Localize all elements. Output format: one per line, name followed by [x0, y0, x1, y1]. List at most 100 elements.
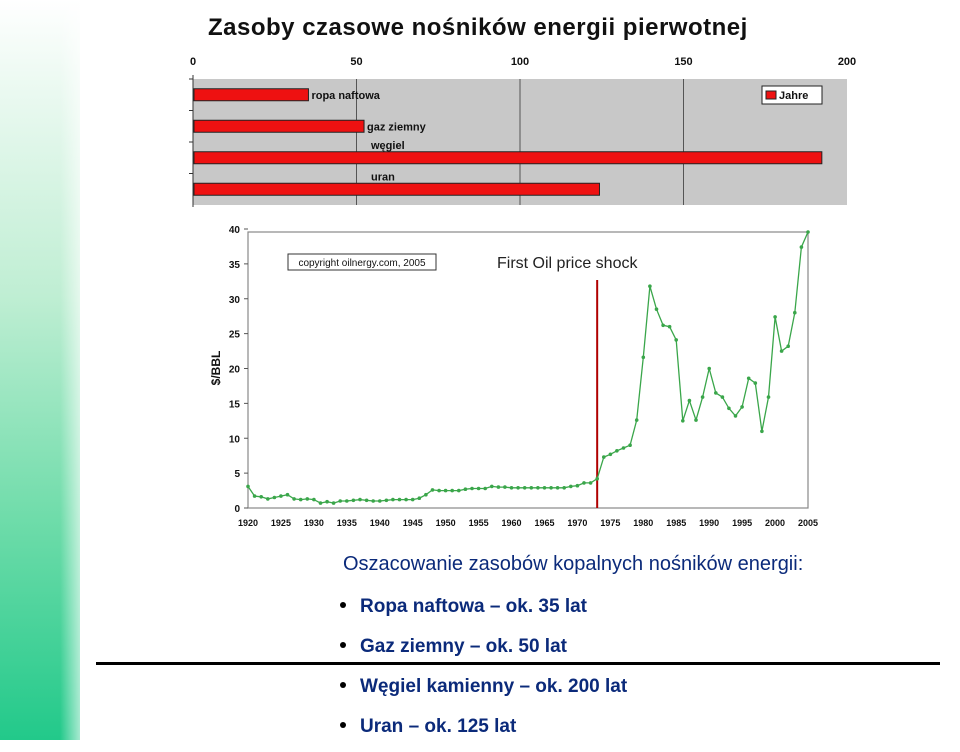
data-point [766, 395, 771, 399]
x-tick-label: 1960 [502, 518, 522, 528]
data-point [694, 418, 698, 422]
bar [193, 119, 365, 133]
bullet-text: Uran – ok. 125 lat [360, 716, 517, 737]
x-tick-label: 1980 [633, 518, 653, 528]
x-tick-label: 1935 [337, 518, 357, 528]
y-tick-label: 25 [229, 330, 241, 341]
data-point [476, 486, 481, 491]
data-point [331, 501, 336, 505]
list-item: Ropa naftowa – ok. 35 lat [340, 592, 627, 632]
x-tick-label: 1925 [271, 518, 291, 528]
data-point [397, 497, 402, 502]
bullet-list: Ropa naftowa – ok. 35 lat Gaz ziemny – o… [340, 592, 627, 752]
data-point [648, 284, 652, 288]
x-tick-label: 1975 [600, 518, 620, 528]
legend-label: Jahre [779, 90, 808, 102]
data-point [746, 376, 751, 381]
data-point [391, 497, 395, 502]
data-point [430, 488, 435, 492]
data-point [410, 497, 415, 502]
bar [193, 88, 309, 102]
data-point [555, 486, 560, 490]
data-point [549, 486, 553, 490]
data-point [740, 405, 744, 409]
y-axis-label: $/BBL [209, 351, 223, 386]
x-tick-label: 1940 [370, 518, 390, 528]
x-tick-label: 50 [350, 56, 362, 68]
data-point [252, 494, 257, 498]
x-tick-label: 100 [511, 56, 529, 68]
data-point [516, 486, 520, 490]
data-point [536, 486, 540, 490]
legend-box [761, 85, 823, 105]
data-point [378, 499, 382, 503]
data-point [450, 488, 454, 493]
data-point [753, 381, 758, 385]
data-point [661, 323, 665, 328]
data-point [786, 344, 790, 348]
data-point [720, 395, 725, 399]
data-point [285, 492, 290, 497]
data-point [509, 486, 514, 490]
x-tick-label: 200 [838, 56, 856, 68]
data-point [773, 315, 777, 319]
x-tick-label: 2005 [798, 518, 818, 528]
y-tick-label: 0 [234, 504, 240, 515]
data-point [404, 497, 408, 502]
decorative-green-strip [0, 0, 80, 740]
bullet-text: Węgiel kamienny – ok. 200 lat [360, 676, 628, 697]
list-item: Uran – ok. 125 lat [340, 712, 627, 752]
bullet-icon [340, 681, 346, 688]
data-point [569, 484, 573, 489]
data-point [463, 487, 468, 492]
copyright-box [287, 253, 437, 271]
data-point [292, 497, 296, 501]
data-point [522, 486, 527, 490]
data-point [707, 366, 711, 371]
x-tick-label: 1995 [732, 518, 752, 528]
x-tick-label: 1920 [238, 518, 258, 528]
y-tick-label: 40 [229, 225, 241, 236]
data-point [259, 495, 263, 499]
reserves-bar-chart: 0 50 100 150 200 ropa naftowa gaz ziemny węgiel… [189, 56, 856, 207]
annotation-label: First Oil price shock [497, 255, 638, 272]
y-tick-label: 5 [234, 469, 240, 480]
data-point [424, 492, 428, 497]
plot-frame [247, 231, 809, 509]
data-point [621, 446, 626, 450]
bar-label: węgiel [370, 140, 405, 152]
data-point [503, 485, 507, 489]
data-point [542, 486, 547, 490]
y-tick-label: 15 [229, 399, 241, 410]
x-tick-label: 2000 [765, 518, 785, 528]
x-tick-label: 0 [190, 56, 196, 68]
y-tick-label: 20 [229, 365, 241, 376]
data-point [595, 476, 599, 481]
data-point [733, 414, 738, 418]
data-point [602, 455, 606, 459]
data-point [457, 488, 461, 493]
data-point [562, 486, 566, 490]
x-tick-label: 1990 [699, 518, 719, 528]
data-point [384, 498, 389, 503]
data-point [799, 245, 804, 249]
bar-label: gaz ziemny [367, 121, 427, 133]
list-item: Gaz ziemny – ok. 50 lat [340, 632, 627, 672]
data-point [760, 429, 764, 434]
x-tick-label: 1985 [666, 518, 686, 528]
data-point [338, 499, 342, 503]
bar-chart-title: Zasoby czasowe nośników energii pierwotn… [208, 14, 748, 41]
data-point [364, 498, 369, 503]
bar [193, 151, 823, 165]
data-point [779, 349, 784, 353]
bullet-icon [340, 641, 346, 648]
data-point [575, 483, 580, 488]
data-point [714, 391, 718, 395]
data-point [490, 484, 494, 489]
data-point [305, 497, 310, 501]
y-tick-label: 10 [229, 434, 241, 445]
bullet-text: Ropa naftowa – ok. 35 lat [360, 596, 587, 617]
data-point [279, 494, 283, 498]
y-tick-label: 35 [229, 260, 241, 271]
x-tick-label: 1950 [436, 518, 456, 528]
